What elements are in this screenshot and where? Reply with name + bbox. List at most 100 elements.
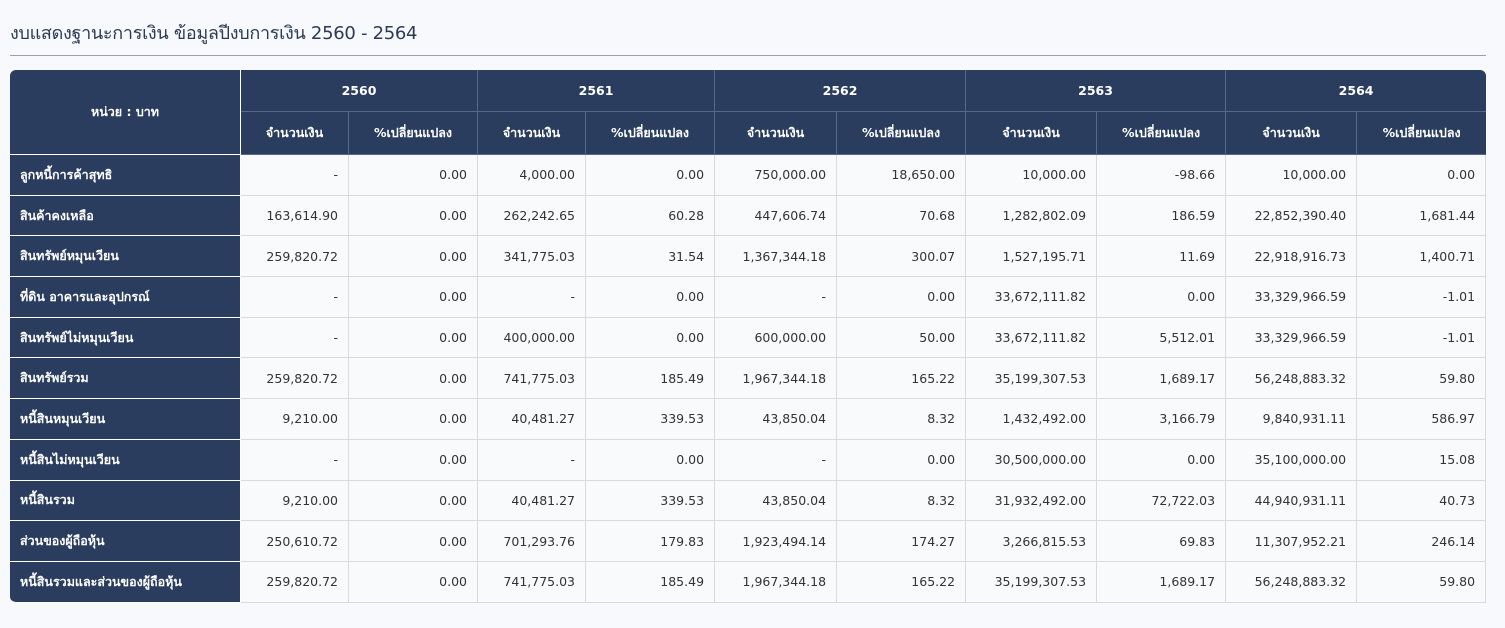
row-label: ลูกหนี้การค้าสุทธิ bbox=[10, 155, 241, 196]
table-row: สินค้าคงเหลือ 163,614.90 0.00 262,242.65 60.… bbox=[10, 195, 1487, 237]
change-cell: 60.28 bbox=[586, 195, 716, 237]
change-cell: -98.66 bbox=[1097, 155, 1227, 196]
table-row: หนี้สินรวม 9,210.00 0.00 40,481.27 339.53 43,… bbox=[10, 480, 1487, 522]
table-row: หนี้สินหมุนเวียน 9,210.00 0.00 40,481.27 339… bbox=[10, 399, 1487, 440]
change-cell: 586.97 bbox=[1357, 399, 1487, 440]
row-label: หนี้สินหมุนเวียน bbox=[10, 399, 241, 440]
amount-header: จำนวนเงิน bbox=[966, 112, 1098, 155]
amount-cell: 163,614.90 bbox=[241, 195, 349, 237]
unit-label: หน่วย : บาท bbox=[10, 70, 241, 155]
amount-cell: 259,820.72 bbox=[241, 236, 349, 278]
change-header: %เปลี่ยนแปลง bbox=[1097, 112, 1227, 155]
page-title: งบแสดงฐานะการเงิน ข้อมูลปีงบการเงิน 2560… bbox=[10, 23, 418, 44]
amount-cell: 10,000.00 bbox=[1226, 155, 1358, 196]
change-cell: 18,650.00 bbox=[837, 155, 967, 196]
amount-cell: 9,840,931.11 bbox=[1226, 399, 1358, 440]
change-cell: 1,689.17 bbox=[1097, 561, 1227, 603]
amount-cell: - bbox=[241, 439, 349, 481]
change-cell: 185.49 bbox=[586, 358, 716, 400]
table-row: สินทรัพย์หมุนเวียน 259,820.72 0.00 341,775.… bbox=[10, 236, 1487, 278]
title-divider bbox=[10, 55, 1486, 56]
amount-header: จำนวนเงิน bbox=[715, 112, 838, 155]
amount-cell: 400,000.00 bbox=[478, 317, 587, 359]
change-cell: 0.00 bbox=[349, 399, 479, 440]
change-cell: 0.00 bbox=[349, 195, 479, 237]
change-cell: 165.22 bbox=[837, 561, 967, 603]
amount-cell: 1,967,344.18 bbox=[715, 561, 838, 603]
amount-cell: 741,775.03 bbox=[478, 561, 587, 603]
amount-cell: - bbox=[241, 317, 349, 359]
change-cell: 59.80 bbox=[1357, 561, 1487, 603]
change-cell: 11.69 bbox=[1097, 236, 1227, 278]
year-header-2564: 2564 bbox=[1226, 70, 1487, 112]
change-cell: 0.00 bbox=[1097, 277, 1227, 318]
financial-position-table: หน่วย : บาท 2560 2561 2562 2563 2564 จำนวนเง… bbox=[10, 70, 1487, 603]
change-cell: 50.00 bbox=[837, 317, 967, 359]
amount-cell: - bbox=[241, 155, 349, 196]
change-cell: -1.01 bbox=[1357, 317, 1487, 359]
change-cell: 0.00 bbox=[349, 561, 479, 603]
table-row: หนี้สินรวมและส่วนของผู้ถือหุ้น 259,820.72… bbox=[10, 561, 1487, 603]
change-header: %เปลี่ยนแปลง bbox=[586, 112, 716, 155]
amount-cell: 1,967,344.18 bbox=[715, 358, 838, 400]
amount-cell: 1,367,344.18 bbox=[715, 236, 838, 278]
amount-cell: - bbox=[715, 439, 838, 481]
change-cell: 0.00 bbox=[1097, 439, 1227, 481]
change-cell: 70.68 bbox=[837, 195, 967, 237]
year-header-2563: 2563 bbox=[966, 70, 1227, 112]
change-cell: 1,400.71 bbox=[1357, 236, 1487, 278]
change-cell: 69.83 bbox=[1097, 521, 1227, 562]
table-row: ส่วนของผู้ถือหุ้น 250,610.72 0.00 701,293.7… bbox=[10, 521, 1487, 562]
row-label: สินทรัพย์หมุนเวียน bbox=[10, 236, 241, 278]
change-cell: 0.00 bbox=[586, 277, 716, 318]
table-row: หนี้สินไม่หมุนเวียน -0.00-0.00-0.00 30,500… bbox=[10, 439, 1487, 481]
change-cell: -1.01 bbox=[1357, 277, 1487, 318]
change-cell: 1,689.17 bbox=[1097, 358, 1227, 400]
change-cell: 185.49 bbox=[586, 561, 716, 603]
amount-cell: 11,307,952.21 bbox=[1226, 521, 1358, 562]
amount-cell: 4,000.00 bbox=[478, 155, 587, 196]
amount-cell: 43,850.04 bbox=[715, 480, 838, 522]
amount-cell: 750,000.00 bbox=[715, 155, 838, 196]
change-cell: 1,681.44 bbox=[1357, 195, 1487, 237]
amount-cell: 10,000.00 bbox=[966, 155, 1098, 196]
change-header: %เปลี่ยนแปลง bbox=[1357, 112, 1487, 155]
amount-cell: 35,100,000.00 bbox=[1226, 439, 1358, 481]
year-header-2562: 2562 bbox=[715, 70, 967, 112]
amount-cell: 447,606.74 bbox=[715, 195, 838, 237]
amount-cell: 33,672,111.82 bbox=[966, 277, 1098, 318]
amount-cell: 56,248,883.32 bbox=[1226, 358, 1358, 400]
change-cell: 0.00 bbox=[586, 439, 716, 481]
amount-cell: 341,775.03 bbox=[478, 236, 587, 278]
amount-cell: 600,000.00 bbox=[715, 317, 838, 359]
amount-cell: 44,940,931.11 bbox=[1226, 480, 1358, 522]
amount-cell: 33,329,966.59 bbox=[1226, 277, 1358, 318]
table-row: สินทรัพย์รวม 259,820.72 0.00 741,775.03 185.… bbox=[10, 358, 1487, 400]
amount-cell: 259,820.72 bbox=[241, 358, 349, 400]
change-cell: 0.00 bbox=[1357, 155, 1487, 196]
change-cell: 3,166.79 bbox=[1097, 399, 1227, 440]
change-cell: 339.53 bbox=[586, 480, 716, 522]
amount-cell: 43,850.04 bbox=[715, 399, 838, 440]
amount-cell: 1,527,195.71 bbox=[966, 236, 1098, 278]
table-row: ลูกหนี้การค้าสุทธิ -0.00 4,000.00 0.00 750,0… bbox=[10, 155, 1487, 196]
change-cell: 15.08 bbox=[1357, 439, 1487, 481]
amount-cell: 701,293.76 bbox=[478, 521, 587, 562]
change-cell: 174.27 bbox=[837, 521, 967, 562]
year-header-2560: 2560 bbox=[241, 70, 479, 112]
amount-header: จำนวนเงิน bbox=[1226, 112, 1358, 155]
amount-cell: 30,500,000.00 bbox=[966, 439, 1098, 481]
amount-cell: 250,610.72 bbox=[241, 521, 349, 562]
table-row: ที่ดิน อาคารและอุปกรณ์ -0.00-0.00-0.00 33,… bbox=[10, 277, 1487, 318]
amount-cell: 22,918,916.73 bbox=[1226, 236, 1358, 278]
amount-cell: 1,923,494.14 bbox=[715, 521, 838, 562]
change-cell: 0.00 bbox=[349, 439, 479, 481]
amount-cell: 35,199,307.53 bbox=[966, 358, 1098, 400]
row-label: ที่ดิน อาคารและอุปกรณ์ bbox=[10, 277, 241, 318]
amount-cell: 40,481.27 bbox=[478, 480, 587, 522]
change-cell: 5,512.01 bbox=[1097, 317, 1227, 359]
amount-cell: 9,210.00 bbox=[241, 480, 349, 522]
change-cell: 186.59 bbox=[1097, 195, 1227, 237]
change-cell: 0.00 bbox=[349, 358, 479, 400]
amount-cell: 259,820.72 bbox=[241, 561, 349, 603]
